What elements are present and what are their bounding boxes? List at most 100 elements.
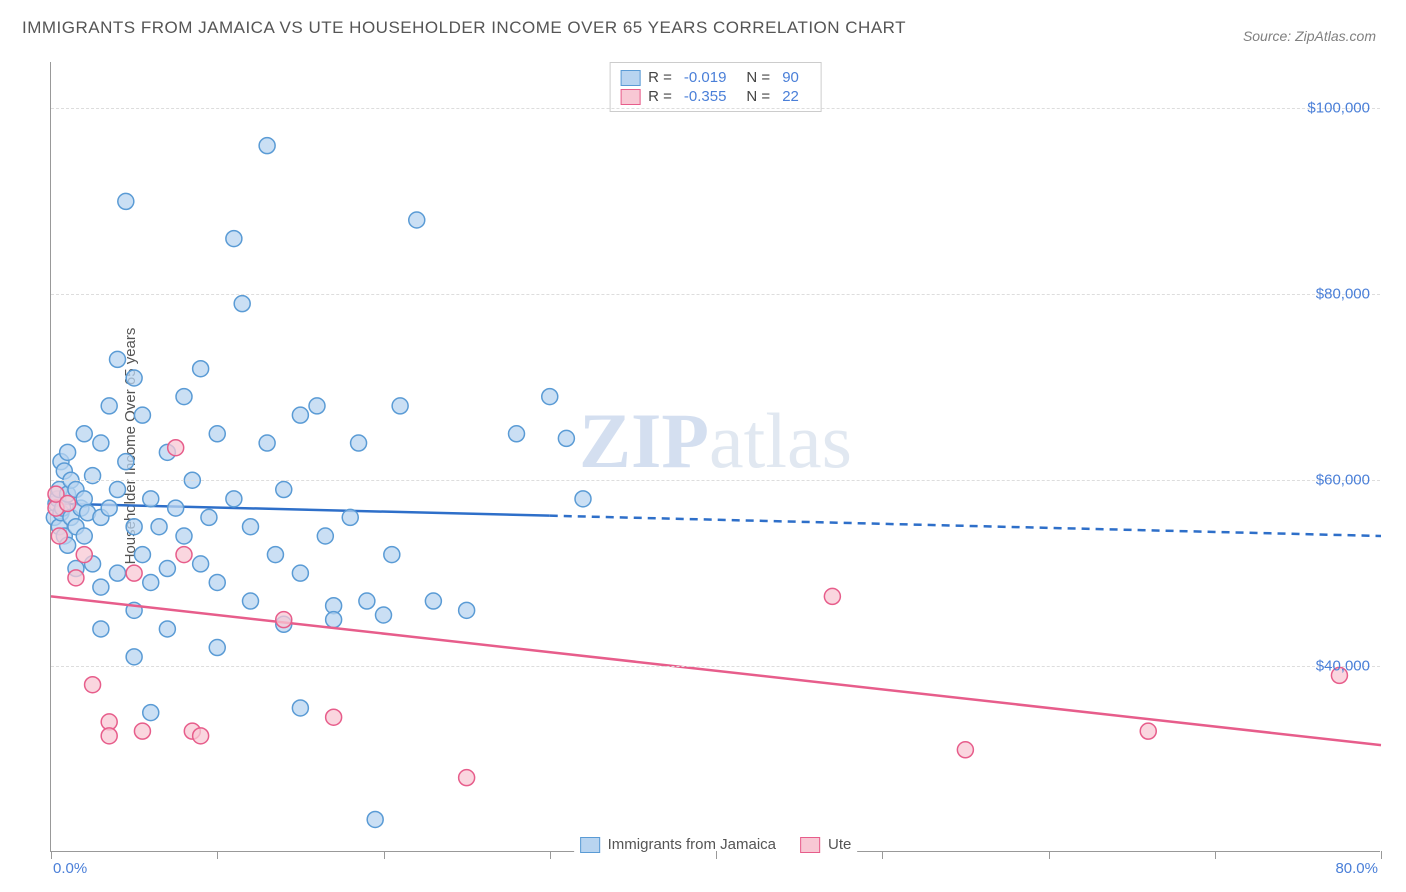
legend-swatch <box>800 837 820 853</box>
x-axis-min: 0.0% <box>53 860 87 877</box>
data-point <box>101 398 117 414</box>
data-point <box>292 565 308 581</box>
data-point <box>76 426 92 442</box>
data-point <box>259 138 275 154</box>
y-tick-label: $40,000 <box>1316 658 1370 675</box>
legend-swatch <box>580 837 600 853</box>
stat-n-value: 22 <box>782 88 799 105</box>
data-point <box>957 742 973 758</box>
x-axis-max: 80.0% <box>1335 860 1378 877</box>
data-point <box>159 561 175 577</box>
chart-title: IMMIGRANTS FROM JAMAICA VS UTE HOUSEHOLD… <box>22 18 906 38</box>
data-point <box>176 389 192 405</box>
data-point <box>143 574 159 590</box>
data-point <box>243 519 259 535</box>
data-point <box>276 482 292 498</box>
x-tick <box>217 851 218 859</box>
data-point <box>110 482 126 498</box>
data-point <box>126 519 142 535</box>
data-point <box>168 500 184 516</box>
x-tick <box>1215 851 1216 859</box>
data-point <box>459 602 475 618</box>
data-point <box>292 700 308 716</box>
data-point <box>168 440 184 456</box>
data-point <box>276 612 292 628</box>
stats-legend-row: R =-0.019N =90 <box>620 69 811 86</box>
stat-n-value: 90 <box>782 69 799 86</box>
stat-r-label: R = <box>648 69 672 86</box>
data-point <box>193 361 209 377</box>
x-tick <box>384 851 385 859</box>
x-tick <box>1049 851 1050 859</box>
data-point <box>101 500 117 516</box>
data-point <box>259 435 275 451</box>
data-point <box>143 705 159 721</box>
data-point <box>209 574 225 590</box>
stats-legend-row: R =-0.355N =22 <box>620 88 811 105</box>
data-point <box>351 435 367 451</box>
trend-line-dashed <box>550 516 1381 536</box>
data-point <box>151 519 167 535</box>
data-point <box>176 547 192 563</box>
stat-r-value: -0.019 <box>684 69 727 86</box>
data-point <box>1140 723 1156 739</box>
scatter-svg <box>51 62 1380 851</box>
data-point <box>159 621 175 637</box>
x-tick <box>51 851 52 859</box>
data-point <box>60 495 76 511</box>
data-point <box>110 565 126 581</box>
x-tick <box>550 851 551 859</box>
data-point <box>384 547 400 563</box>
data-point <box>392 398 408 414</box>
data-point <box>359 593 375 609</box>
data-point <box>342 509 358 525</box>
data-point <box>558 430 574 446</box>
data-point <box>509 426 525 442</box>
data-point <box>201 509 217 525</box>
data-point <box>76 528 92 544</box>
data-point <box>93 435 109 451</box>
data-point <box>376 607 392 623</box>
data-point <box>425 593 441 609</box>
source-credit: Source: ZipAtlas.com <box>1243 28 1376 44</box>
data-point <box>134 547 150 563</box>
x-tick <box>882 851 883 859</box>
y-tick-label: $100,000 <box>1307 100 1370 117</box>
data-point <box>292 407 308 423</box>
x-tick <box>1381 851 1382 859</box>
data-point <box>101 728 117 744</box>
data-point <box>267 547 283 563</box>
gridline <box>51 666 1380 667</box>
legend-item: Ute <box>800 836 851 853</box>
data-point <box>542 389 558 405</box>
data-point <box>234 296 250 312</box>
data-point <box>60 444 76 460</box>
data-point <box>126 649 142 665</box>
legend-item: Immigrants from Jamaica <box>580 836 776 853</box>
legend-swatch <box>620 70 640 86</box>
data-point <box>326 612 342 628</box>
data-point <box>326 709 342 725</box>
x-tick <box>716 851 717 859</box>
gridline <box>51 108 1380 109</box>
trend-line-solid <box>51 596 1381 745</box>
data-point <box>575 491 591 507</box>
y-tick-label: $60,000 <box>1316 472 1370 489</box>
data-point <box>824 588 840 604</box>
data-point <box>110 351 126 367</box>
data-point <box>93 621 109 637</box>
legend-swatch <box>620 89 640 105</box>
data-point <box>51 528 67 544</box>
data-point <box>68 570 84 586</box>
data-point <box>76 547 92 563</box>
data-point <box>309 398 325 414</box>
trend-line-solid <box>51 503 550 515</box>
data-point <box>209 640 225 656</box>
gridline <box>51 294 1380 295</box>
data-point <box>134 407 150 423</box>
data-point <box>317 528 333 544</box>
stat-r-value: -0.355 <box>684 88 727 105</box>
data-point <box>193 556 209 572</box>
stat-r-label: R = <box>648 88 672 105</box>
data-point <box>226 231 242 247</box>
